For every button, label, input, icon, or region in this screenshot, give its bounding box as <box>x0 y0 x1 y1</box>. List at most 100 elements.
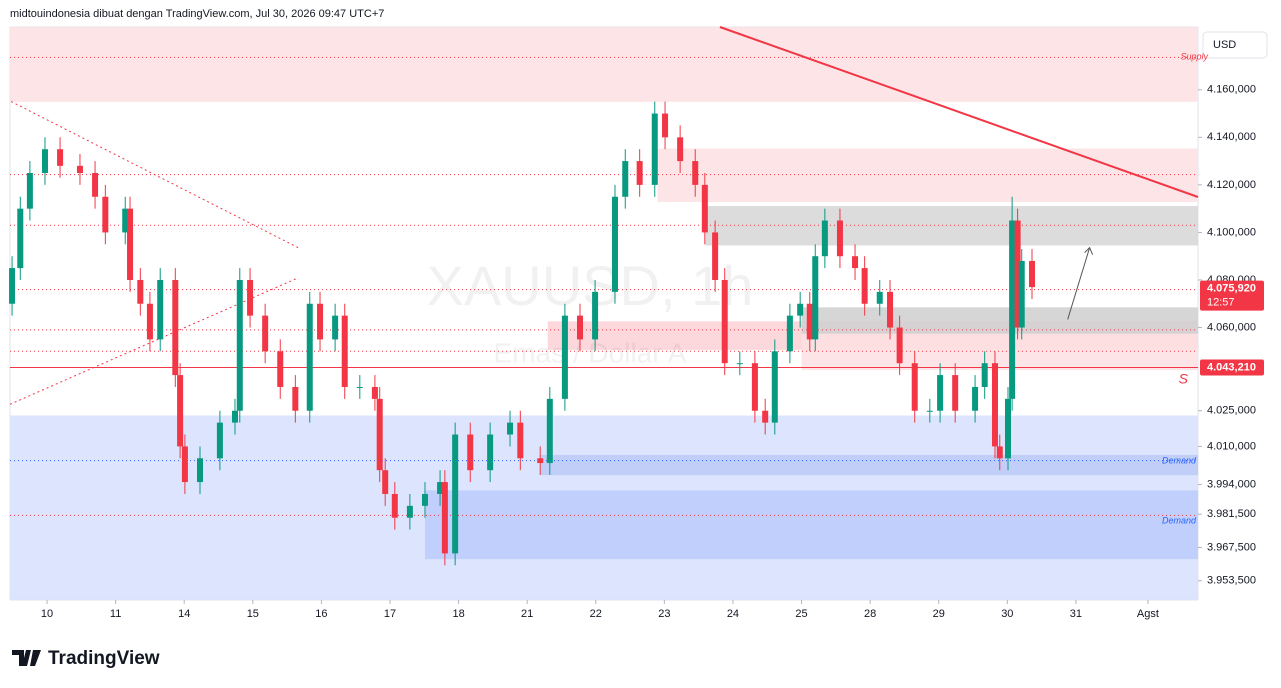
candle-body <box>611 196 618 292</box>
currency: USD <box>1213 39 1236 51</box>
candle-body <box>177 375 184 447</box>
candle-body <box>137 279 144 304</box>
candle-body <box>821 220 828 257</box>
watermark: XAUUSD, 1h <box>427 254 754 317</box>
x-tick-label: 18 <box>452 608 464 620</box>
candle-body <box>376 398 383 471</box>
y-tick-label: 4.025,000 <box>1207 405 1256 417</box>
x-tick-label: 17 <box>384 608 396 620</box>
candle-body <box>762 410 769 423</box>
x-tick-label: 29 <box>933 608 945 620</box>
candle-body <box>467 434 474 471</box>
candle-body <box>786 315 793 352</box>
x-tick-label: 30 <box>1001 608 1013 620</box>
candle-body <box>216 422 223 459</box>
candle-body <box>41 149 48 173</box>
candle-body <box>622 161 629 197</box>
candle-body <box>122 208 129 233</box>
x-tick-label: 11 <box>110 608 121 620</box>
candle-body <box>996 446 1003 459</box>
candle-body <box>196 458 203 483</box>
x-tick-label: 10 <box>41 608 53 620</box>
candle-body <box>721 279 728 364</box>
candle-body <box>751 363 758 411</box>
x-tick-label: 22 <box>590 608 602 620</box>
candle-body <box>887 291 894 328</box>
y-tick-label: 4.060,000 <box>1207 321 1256 333</box>
y-tick-label: 4.160,000 <box>1207 84 1256 96</box>
x-tick-label: Agst <box>1137 608 1159 620</box>
candle-body <box>712 232 719 280</box>
candle-body <box>317 303 324 340</box>
candle-body <box>911 363 918 411</box>
candle-body <box>537 458 544 464</box>
candle-body <box>452 434 459 554</box>
candle-body <box>127 208 134 280</box>
candle-body <box>371 386 378 399</box>
candle-body <box>806 303 813 340</box>
header: midtouindonesia dibuat dengan TradingVie… <box>10 8 384 20</box>
watermark-sub: Emas / Dollar A <box>494 337 687 368</box>
candle-body <box>1009 220 1016 399</box>
zone <box>705 206 1198 246</box>
candle-body <box>391 493 398 518</box>
candle-body <box>876 291 883 304</box>
candle-body <box>651 113 658 185</box>
x-tick-label: 16 <box>315 608 327 620</box>
y-tick-label: 4.010,000 <box>1207 440 1256 452</box>
candle-body <box>812 256 819 340</box>
y-tick-label: 4.120,000 <box>1207 179 1256 191</box>
level-label: 4.043,210 <box>1207 361 1256 373</box>
candle-body <box>146 303 153 340</box>
candle-body <box>952 375 959 411</box>
level-label-box <box>1200 359 1264 376</box>
y-tick-label: 3.981,500 <box>1207 508 1256 520</box>
candle-body <box>437 482 444 494</box>
candle-body <box>181 446 188 483</box>
candle-body <box>507 422 514 435</box>
candle-body <box>926 410 933 412</box>
candle-body <box>172 279 179 376</box>
candle-body <box>561 315 568 399</box>
candle-body <box>797 303 804 316</box>
candle-body <box>441 482 448 554</box>
y-tick-label: 3.953,500 <box>1207 575 1256 587</box>
candle-body <box>836 220 843 257</box>
x-tick-label: 28 <box>864 608 876 620</box>
candle-body <box>157 279 164 340</box>
candle-body <box>231 410 238 423</box>
candle-body <box>701 184 708 233</box>
y-tick-label: 4.100,000 <box>1207 226 1256 238</box>
candle-body <box>852 256 859 269</box>
candle-body <box>262 315 269 352</box>
logo-text: TradingView <box>48 648 160 669</box>
candle-body <box>937 375 944 411</box>
x-tick-label: 31 <box>1070 608 1082 620</box>
logo-mark <box>12 650 41 666</box>
candle-body <box>76 165 83 173</box>
candle-body <box>247 279 254 316</box>
candle-body <box>356 386 363 388</box>
candle-body <box>981 363 988 387</box>
candle-body <box>662 113 669 138</box>
candle-body <box>1014 220 1021 328</box>
triangle <box>9 100 299 249</box>
candle-body <box>991 363 998 447</box>
candle-body <box>487 434 494 471</box>
zone <box>10 27 1198 102</box>
candle-body <box>92 172 99 197</box>
price-label-box <box>1200 280 1264 311</box>
candle-body <box>1029 260 1036 288</box>
candle-body <box>677 137 684 162</box>
trendline <box>719 26 1199 198</box>
x-tick-label: 15 <box>247 608 259 620</box>
candle-body <box>517 422 524 459</box>
x-tick-label: 24 <box>727 608 739 620</box>
candle-body <box>332 315 339 340</box>
x-tick-label: 14 <box>178 608 190 620</box>
annotation: Demand <box>1162 455 1197 465</box>
candle-body <box>896 327 903 364</box>
candle-body <box>1018 260 1025 328</box>
candle-body <box>736 363 743 365</box>
